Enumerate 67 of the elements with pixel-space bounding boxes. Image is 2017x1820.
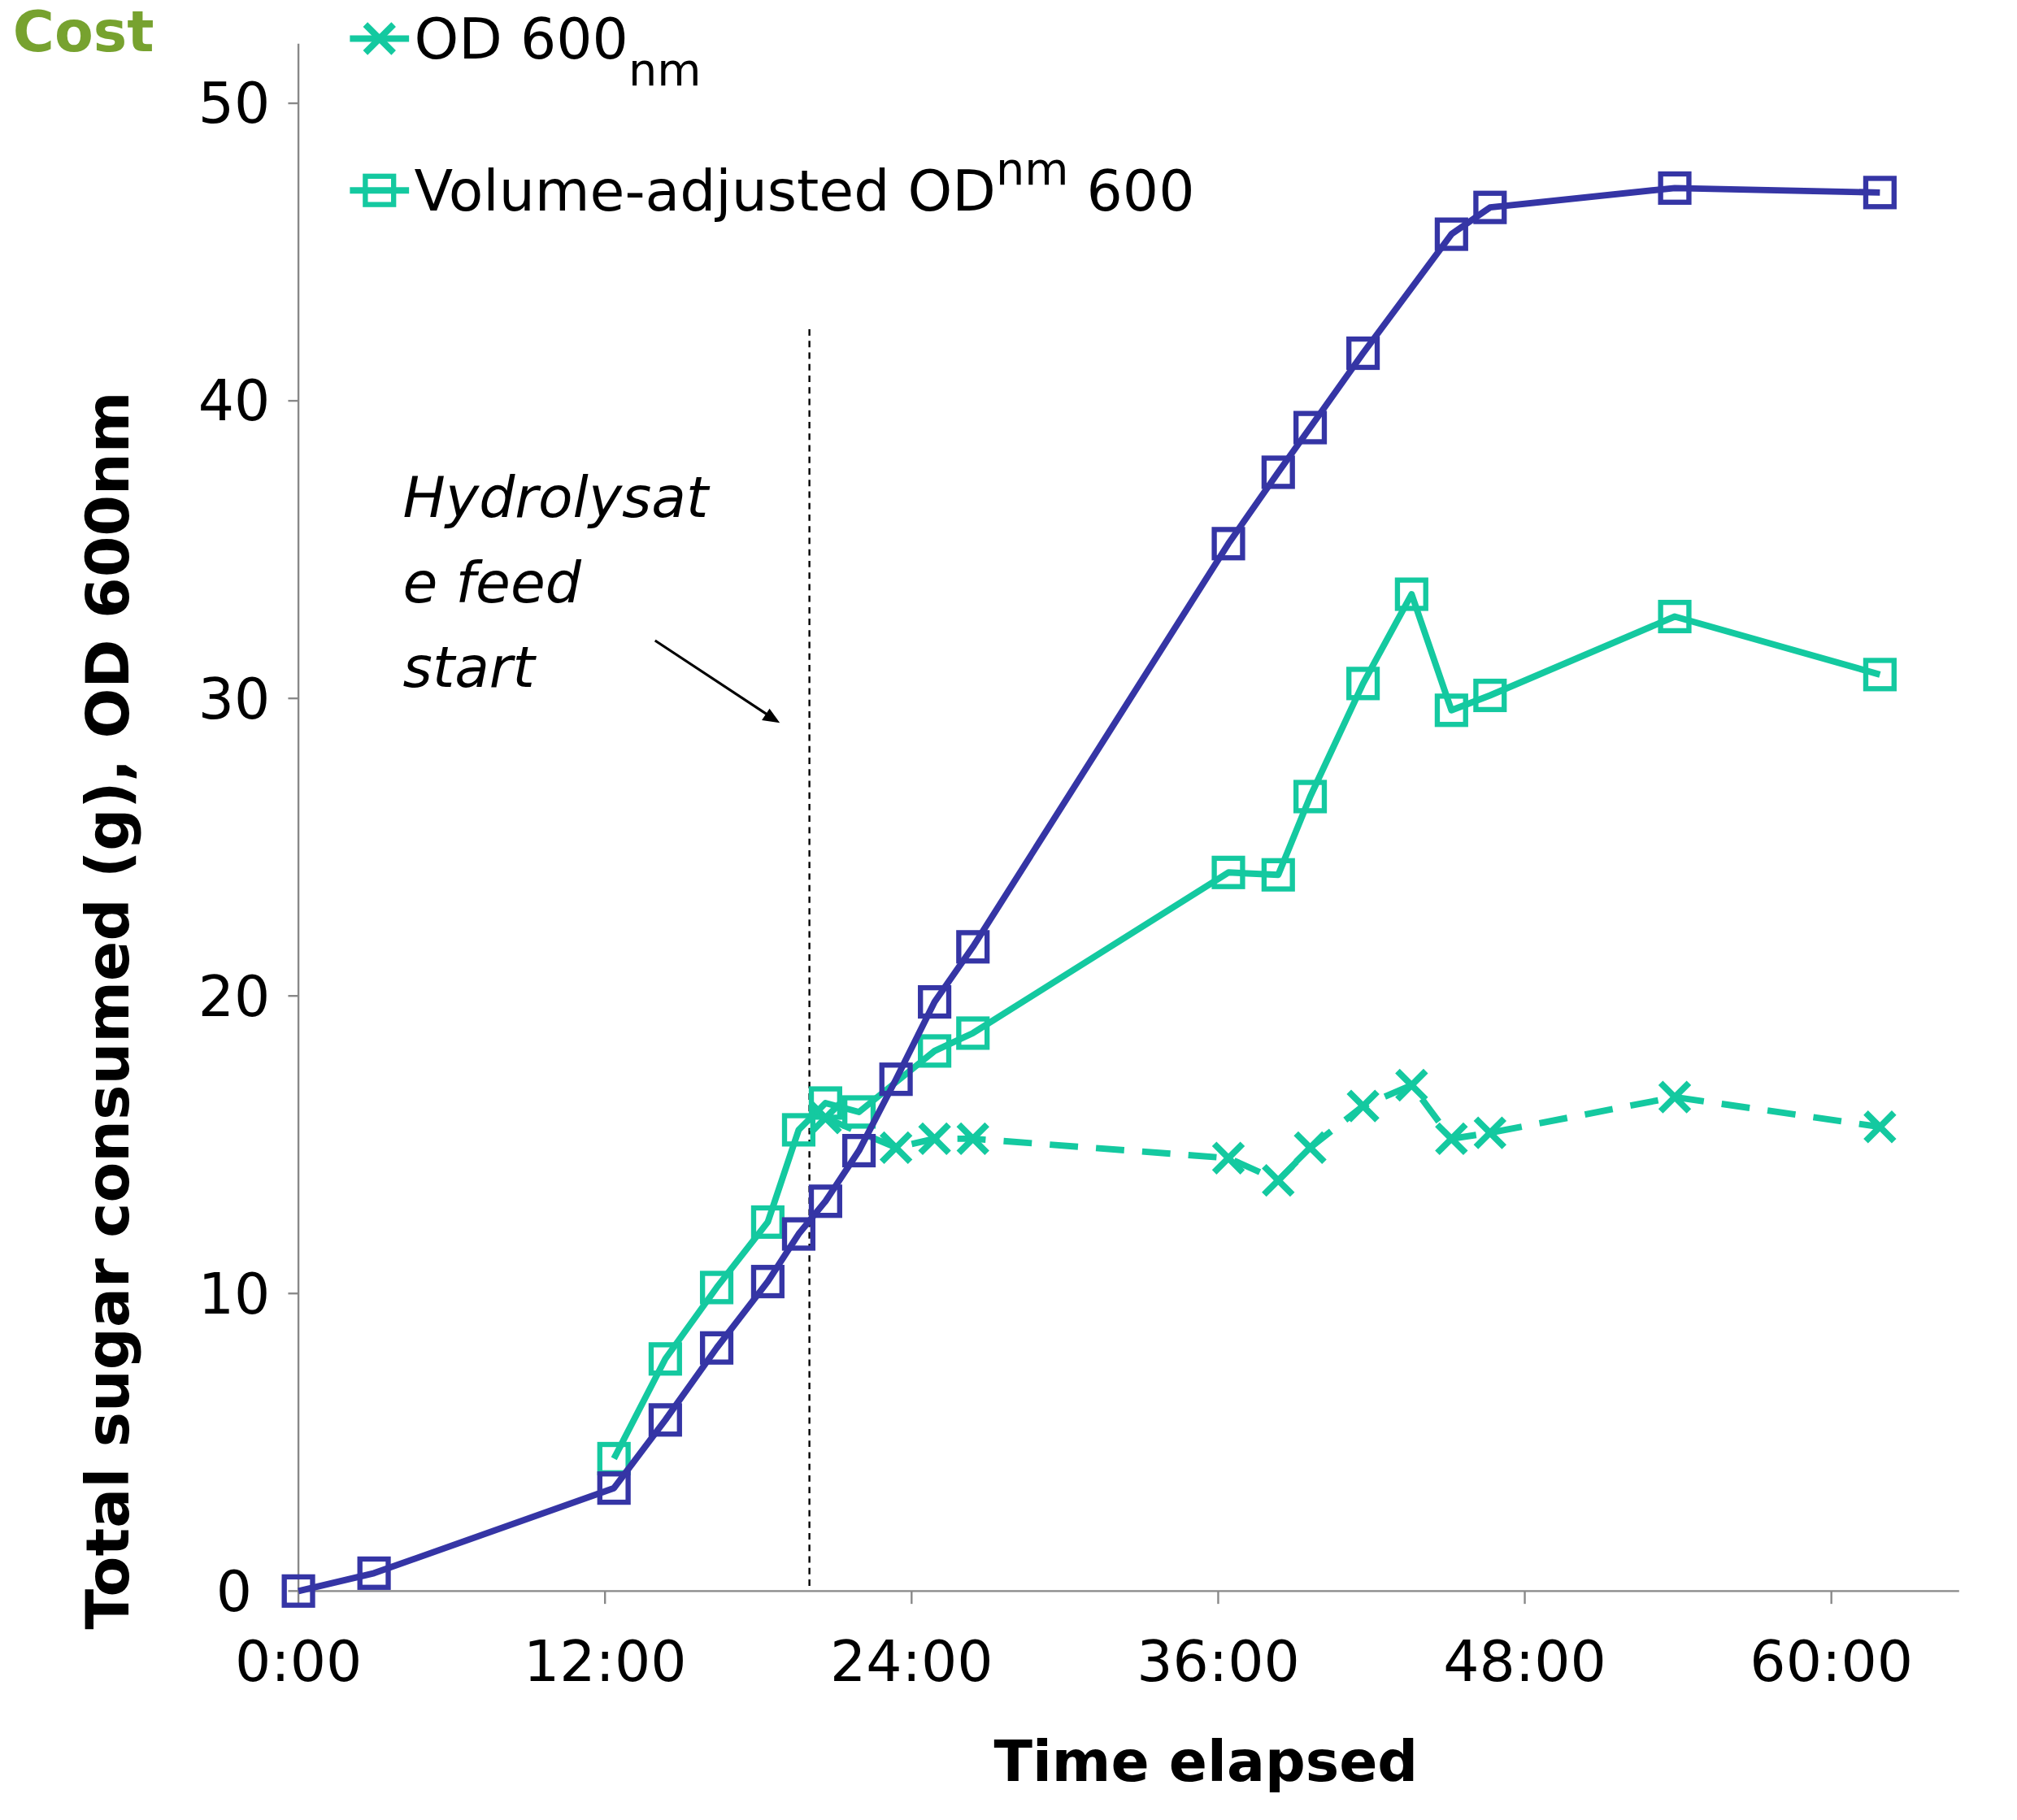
y-tick-label: 20 [198, 962, 271, 1029]
point [917, 1121, 952, 1157]
point [1346, 336, 1380, 371]
point [956, 930, 990, 964]
ref-line-label: Hydrolysate feed start [402, 464, 711, 700]
point [648, 1403, 682, 1437]
x-tick-label: 12:00 [523, 1628, 687, 1695]
y-tick-label: 30 [198, 665, 271, 732]
point [1657, 1079, 1693, 1115]
y-tick-label: 0 [215, 1557, 253, 1624]
point [750, 1265, 785, 1299]
point [1472, 1115, 1508, 1150]
point [956, 1016, 990, 1050]
point [842, 1133, 876, 1168]
point [357, 1556, 391, 1590]
x-tick-label: 0:00 [234, 1628, 363, 1695]
point [1473, 678, 1507, 713]
chart-title: Cost [12, 0, 154, 65]
point [1433, 1121, 1469, 1157]
point [781, 1113, 815, 1147]
point [1658, 171, 1692, 205]
y-tick-label: 50 [198, 70, 271, 137]
point [781, 1217, 815, 1251]
point [879, 1062, 913, 1097]
point [750, 1205, 785, 1239]
point [1473, 190, 1507, 224]
point [1293, 410, 1328, 445]
point [1346, 667, 1380, 701]
point [597, 1471, 631, 1505]
point [1863, 176, 1897, 210]
point [1434, 693, 1468, 728]
point [1293, 780, 1328, 814]
point [1434, 217, 1468, 251]
point [918, 984, 952, 1019]
point [1345, 1088, 1380, 1124]
point [1863, 1109, 1897, 1145]
x-tick-label: 24:00 [830, 1628, 993, 1695]
y-tick-label: 10 [198, 1260, 271, 1327]
point [1211, 855, 1245, 889]
point [699, 1271, 734, 1305]
point [699, 1331, 734, 1365]
point [808, 1184, 842, 1218]
point [808, 1100, 843, 1136]
point [1393, 1067, 1429, 1103]
point [648, 1342, 682, 1376]
point [1211, 1140, 1246, 1176]
point [808, 1086, 842, 1120]
point [281, 1574, 315, 1608]
legend-label: Volume-adjusted OD$^{nm}$ 600 [414, 141, 1195, 224]
point [1261, 455, 1295, 489]
point [1394, 577, 1428, 611]
point [918, 1034, 952, 1068]
point [1863, 658, 1897, 692]
point [1260, 1162, 1296, 1198]
y-tick-label: 40 [198, 367, 271, 434]
point [1261, 858, 1295, 892]
point [955, 1121, 991, 1157]
point [1293, 1130, 1328, 1166]
point [1658, 599, 1692, 634]
x-axis-title: Time elapsed [993, 1728, 1419, 1795]
y-axis-title: Total sugar consumed (g), OD 600nm [73, 391, 143, 1630]
x-tick-label: 48:00 [1443, 1628, 1606, 1695]
legend-label: OD 600$_{nm}$ [414, 5, 702, 96]
point [1211, 527, 1245, 561]
x-tick-label: 60:00 [1750, 1628, 1913, 1695]
x-tick-label: 36:00 [1137, 1628, 1300, 1695]
point [878, 1130, 914, 1166]
